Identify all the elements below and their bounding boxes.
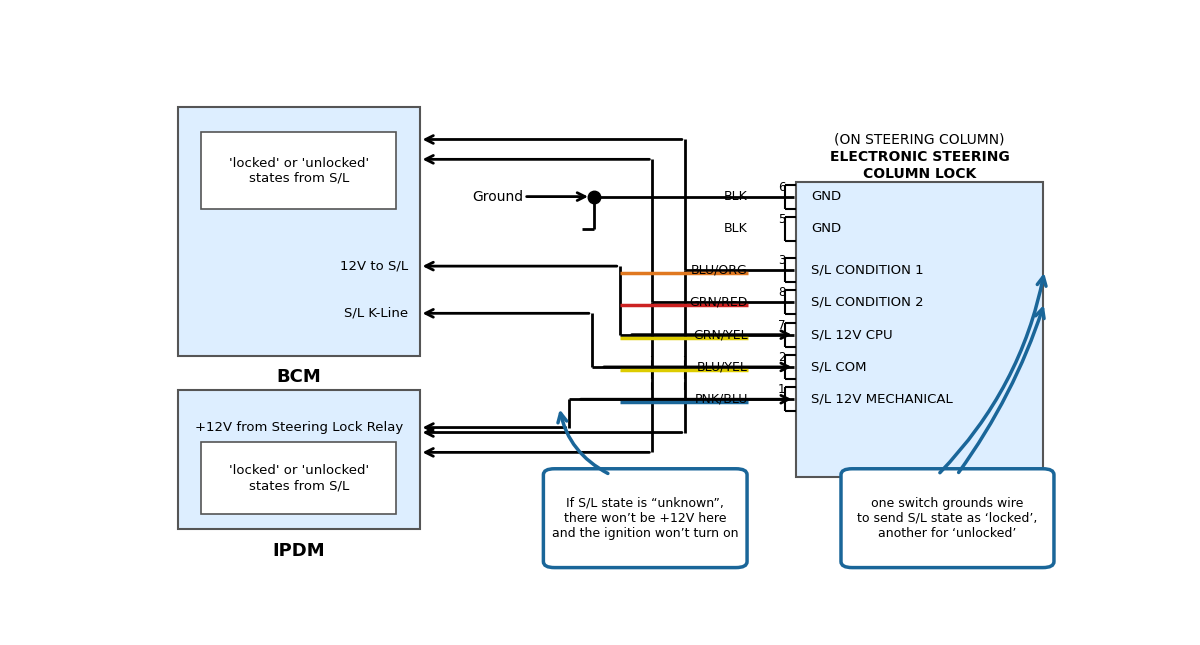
- Text: BCM: BCM: [276, 368, 322, 386]
- Text: 7: 7: [778, 319, 785, 332]
- FancyBboxPatch shape: [178, 107, 420, 355]
- FancyBboxPatch shape: [797, 182, 1043, 477]
- Text: 6: 6: [778, 181, 785, 194]
- Text: 5: 5: [778, 213, 785, 226]
- Text: 2: 2: [778, 351, 785, 364]
- Text: PNK/BLU: PNK/BLU: [695, 393, 748, 406]
- Text: S/L 12V CPU: S/L 12V CPU: [811, 328, 893, 341]
- Text: GRN/RED: GRN/RED: [690, 296, 748, 309]
- Text: one switch grounds wire
to send S/L state as ‘locked’,
another for ‘unlocked’: one switch grounds wire to send S/L stat…: [857, 497, 1038, 540]
- Text: 8: 8: [778, 286, 785, 299]
- Text: COLUMN LOCK: COLUMN LOCK: [863, 167, 977, 181]
- Text: BLK: BLK: [725, 190, 748, 203]
- Text: 'locked' or 'unlocked'
states from S/L: 'locked' or 'unlocked' states from S/L: [229, 464, 368, 492]
- Text: S/L CONDITION 1: S/L CONDITION 1: [811, 264, 924, 277]
- Text: 'locked' or 'unlocked'
states from S/L: 'locked' or 'unlocked' states from S/L: [229, 157, 368, 184]
- Text: 12V to S/L: 12V to S/L: [341, 260, 408, 273]
- Text: S/L COM: S/L COM: [811, 361, 866, 373]
- Text: S/L CONDITION 2: S/L CONDITION 2: [811, 296, 924, 309]
- Text: GRN/YEL: GRN/YEL: [694, 328, 748, 341]
- Text: BLU/YEL: BLU/YEL: [697, 361, 748, 373]
- Text: BLK: BLK: [725, 223, 748, 235]
- Text: GND: GND: [811, 190, 841, 203]
- Text: BLU/ORG: BLU/ORG: [691, 264, 748, 277]
- FancyBboxPatch shape: [202, 132, 396, 209]
- Text: Ground: Ground: [473, 190, 524, 204]
- Text: S/L 12V MECHANICAL: S/L 12V MECHANICAL: [811, 393, 953, 406]
- Text: 3: 3: [778, 254, 785, 267]
- Text: IPDM: IPDM: [272, 542, 325, 560]
- FancyBboxPatch shape: [202, 442, 396, 515]
- Text: (ON STEERING COLUMN): (ON STEERING COLUMN): [834, 132, 1004, 146]
- FancyBboxPatch shape: [544, 469, 748, 568]
- Text: S/L K-Line: S/L K-Line: [344, 307, 408, 320]
- Text: GND: GND: [811, 223, 841, 235]
- Text: +12V from Steering Lock Relay: +12V from Steering Lock Relay: [194, 421, 403, 434]
- FancyBboxPatch shape: [178, 390, 420, 530]
- Text: ELECTRONIC STEERING: ELECTRONIC STEERING: [829, 150, 1009, 164]
- Text: If S/L state is “unknown”,
there won’t be +12V here
and the ignition won’t turn : If S/L state is “unknown”, there won’t b…: [552, 497, 738, 540]
- FancyBboxPatch shape: [841, 469, 1054, 568]
- Text: 1: 1: [778, 383, 785, 396]
